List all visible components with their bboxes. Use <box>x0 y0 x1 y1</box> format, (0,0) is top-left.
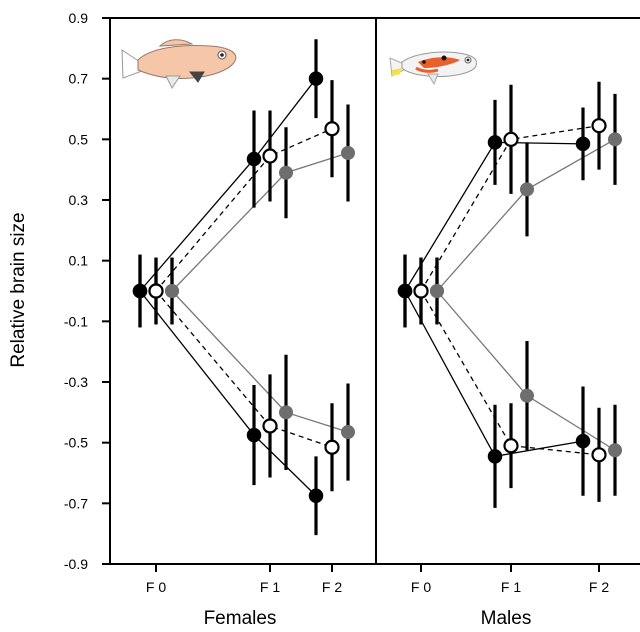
y-tick-label: -0.1 <box>64 313 88 329</box>
y-axis-label: Relative brain size <box>8 212 29 367</box>
data-point <box>591 118 607 134</box>
data-point <box>246 427 262 443</box>
series-line <box>155 128 333 292</box>
data-point <box>262 418 278 434</box>
y-tick-label: -0.3 <box>64 374 88 390</box>
data-point <box>520 388 534 403</box>
x-tick-label: F 0 <box>411 579 431 595</box>
data-marks <box>132 39 622 536</box>
x-tick-label: F 0 <box>146 579 166 595</box>
series-line <box>155 290 333 448</box>
data-point <box>308 488 324 503</box>
panel-females <box>132 39 355 536</box>
data-point <box>165 284 179 298</box>
data-point <box>520 182 534 197</box>
data-point <box>132 283 148 299</box>
series-line <box>420 290 600 456</box>
series-line <box>171 290 349 433</box>
data-point <box>397 283 413 299</box>
male-guppy-icon <box>389 51 477 86</box>
panel-title: Females <box>204 608 277 629</box>
x-axis-labels: F 0 F 1 F 2 Females F 0 F 1 F 2 Males <box>146 564 609 629</box>
data-point <box>246 151 262 167</box>
data-point <box>308 71 324 86</box>
x-tick-label: F 2 <box>322 579 342 595</box>
y-axis-ticks: 0.9 0.7 0.5 0.3 0.1 -0.1 -0.3 -0.5 -0.7 -0.9 <box>64 10 110 572</box>
data-point <box>341 145 355 160</box>
data-point <box>487 135 503 150</box>
data-point <box>341 425 355 440</box>
series-line <box>420 125 600 292</box>
data-point <box>591 447 607 463</box>
data-point <box>262 148 278 164</box>
series-line <box>139 78 317 292</box>
data-point <box>324 121 340 137</box>
panel-males <box>397 81 622 508</box>
female-guppy-icon <box>121 39 237 89</box>
y-tick-label: 0.1 <box>69 253 89 269</box>
series-line <box>171 152 349 292</box>
y-tick-label: 0.5 <box>69 131 89 147</box>
data-point <box>575 136 591 152</box>
y-tick-label: -0.9 <box>64 556 88 572</box>
y-tick-label: 0.9 <box>69 10 89 26</box>
data-point <box>279 165 293 180</box>
data-point <box>608 132 622 147</box>
y-tick-label: -0.5 <box>64 435 88 451</box>
data-point <box>503 438 519 454</box>
data-point <box>503 131 519 147</box>
data-point <box>413 283 429 299</box>
plot-frame <box>109 17 640 565</box>
data-point <box>279 405 293 420</box>
x-tick-label: F 1 <box>260 579 280 595</box>
data-point <box>148 283 164 299</box>
series-line <box>139 290 317 497</box>
x-tick-label: F 1 <box>501 579 521 595</box>
data-point <box>487 449 503 464</box>
data-point <box>430 284 444 298</box>
data-point <box>575 433 591 449</box>
x-tick-label: F 2 <box>589 579 609 595</box>
data-point <box>608 443 622 458</box>
y-tick-label: 0.7 <box>69 71 89 87</box>
data-point <box>324 439 340 455</box>
y-tick-label: -0.7 <box>64 495 88 511</box>
panel-title: Males <box>481 608 532 629</box>
y-tick-label: 0.3 <box>69 192 89 208</box>
